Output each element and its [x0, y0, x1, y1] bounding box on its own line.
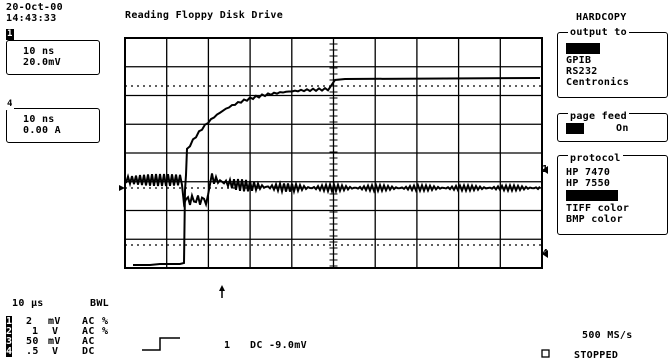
page-feed-label: page feed — [568, 111, 629, 122]
channel-4-value: 0.00 A — [23, 125, 61, 136]
header-date: 20-Oct-00 — [6, 2, 63, 13]
channel-1-value: 20.0mV — [23, 57, 61, 68]
output-to-option-gpib[interactable]: GPIB — [566, 55, 592, 66]
protocol-panel[interactable]: protocol HP 7470 HP 7550 TIFF color BMP … — [557, 153, 668, 235]
trace-channel-1 — [125, 173, 541, 208]
page-feed-panel[interactable]: page feed On — [557, 111, 668, 142]
channel-row-volts: .5 — [26, 346, 39, 357]
ch1-right-arrow — [542, 166, 548, 174]
ch1-left-marker — [119, 185, 125, 191]
channel-row-extra: % — [102, 316, 109, 327]
hardcopy-menu-title: HARDCOPY — [576, 12, 627, 23]
channel-4-readout-box[interactable]: 4 10 ns 0.00 A — [6, 99, 100, 143]
protocol-selected-option[interactable] — [566, 190, 618, 201]
protocol-option-bmp-color[interactable]: BMP color — [566, 214, 623, 225]
channel-1-readout-box[interactable]: 1 10 ns 20.0mV — [6, 29, 100, 75]
header-time: 14:43:33 — [6, 13, 57, 24]
protocol-option-hp7550[interactable]: HP 7550 — [566, 178, 611, 189]
channel-1-marker: 1 — [6, 29, 14, 40]
protocol-option-hp7470[interactable]: HP 7470 — [566, 167, 611, 178]
channel-row-coupling: AC — [82, 336, 95, 347]
channel-row-coupling: AC — [82, 326, 95, 337]
stopped-indicator-icon — [541, 349, 550, 358]
channel-1-timebase: 10 ns — [23, 46, 55, 57]
trigger-edge-icon — [142, 337, 180, 351]
page-feed-value[interactable]: On — [616, 123, 629, 134]
output-to-option-rs232[interactable]: RS232 — [566, 66, 598, 77]
channel-row-num: 4 — [6, 346, 13, 357]
trigger-level: DC -9.0mV — [250, 340, 307, 351]
channel-4-timebase: 10 ns — [23, 114, 55, 125]
output-to-panel[interactable]: output to GPIB RS232 Centronics — [557, 27, 668, 98]
trigger-arrow-head — [219, 285, 225, 291]
channel-4-marker: 4 — [6, 99, 14, 110]
channel-row-num: 2 — [6, 326, 13, 337]
channel-row-volts: 50 — [26, 336, 39, 347]
channel-row-volts: 1 — [32, 326, 39, 337]
protocol-label: protocol — [568, 153, 623, 164]
channel-row-extra: % — [102, 326, 109, 337]
channel-row-volts: 2 — [26, 316, 33, 327]
acquisition-status: STOPPED — [574, 350, 619, 361]
trigger-channel: 1 — [224, 340, 231, 351]
channel-row-coupling: AC — [82, 316, 95, 327]
ch4-right-marker-label: 4 — [542, 248, 549, 259]
protocol-option-tiff-color[interactable]: TIFF color — [566, 203, 630, 214]
channel-row-num: 1 — [6, 316, 13, 327]
graticule-grid — [125, 38, 542, 268]
ch1-right-marker-label: 1 — [542, 164, 549, 175]
channel-row-num: 3 — [6, 336, 13, 347]
output-to-label: output to — [568, 27, 629, 38]
sample-rate: 500 MS/s — [582, 330, 633, 341]
output-to-option-centronics[interactable]: Centronics — [566, 77, 630, 88]
channel-row-unit: V — [52, 326, 59, 337]
timebase-readout: 10 μs — [12, 298, 44, 309]
page-feed-off-option[interactable] — [566, 123, 584, 134]
bwl-indicator: BWL — [90, 298, 109, 309]
channel-row-coupling: DC — [82, 346, 95, 357]
channel-row-unit: mV — [48, 336, 61, 347]
output-to-selected-option[interactable] — [566, 43, 600, 54]
channel-row-unit: V — [52, 346, 59, 357]
trace-channel-4 — [133, 77, 541, 266]
ch4-right-arrow — [542, 250, 548, 258]
channel-row-unit: mV — [48, 316, 61, 327]
page-title: Reading Floppy Disk Drive — [125, 10, 284, 21]
